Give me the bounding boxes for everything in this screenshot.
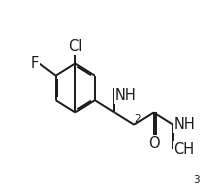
Text: 2: 2 [134,114,141,124]
Text: NH: NH [173,117,195,132]
Text: NH: NH [114,88,136,103]
Text: CH: CH [173,142,194,157]
Text: Cl: Cl [68,39,82,54]
Text: F: F [31,56,39,71]
Text: 3: 3 [193,175,200,185]
Text: O: O [148,136,159,151]
